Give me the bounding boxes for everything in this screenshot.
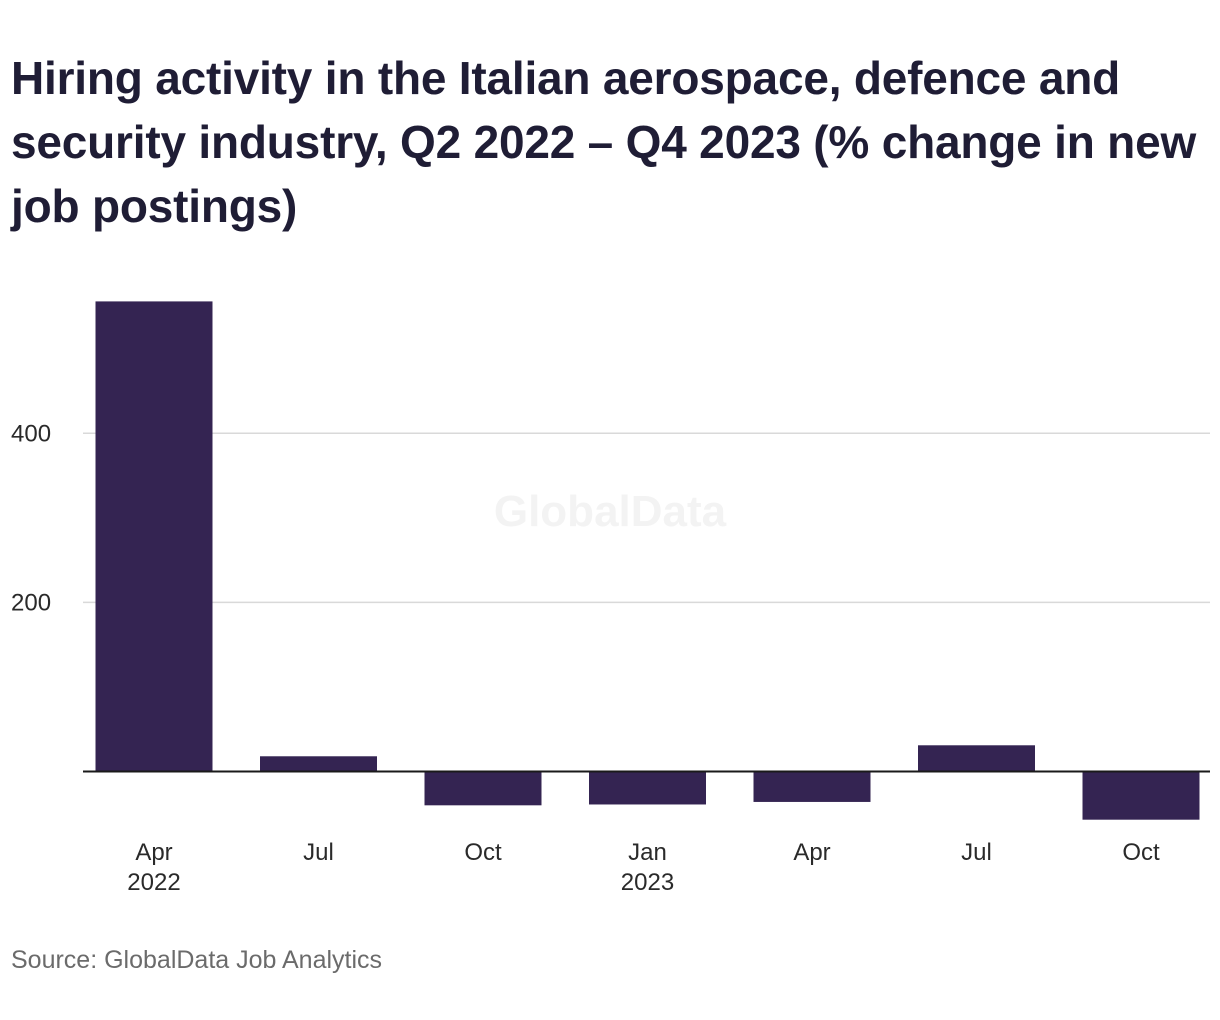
y-tick-label: 200 bbox=[11, 589, 51, 616]
y-axis: 200 400 bbox=[11, 420, 51, 616]
bar bbox=[753, 771, 871, 802]
y-tick-label: 400 bbox=[11, 420, 51, 447]
bar bbox=[589, 771, 706, 805]
x-tick-label: 2023 bbox=[621, 869, 674, 896]
bar bbox=[260, 756, 377, 772]
x-axis: Apr 2022 Jul Oct Jan 2023 Apr Jul Oct bbox=[127, 839, 1160, 896]
x-tick-label: Oct bbox=[1122, 839, 1160, 866]
bar bbox=[95, 301, 213, 772]
bars bbox=[95, 301, 1200, 820]
bar bbox=[1082, 771, 1200, 820]
x-tick-label: Apr bbox=[793, 839, 830, 866]
x-tick-label: 2022 bbox=[127, 869, 180, 896]
watermark-logo: GlobalData bbox=[494, 487, 727, 536]
x-tick-label: Apr bbox=[135, 839, 172, 866]
x-tick-label: Oct bbox=[464, 839, 502, 866]
bar bbox=[424, 771, 542, 806]
source-note: Source: GlobalData Job Analytics bbox=[11, 946, 383, 974]
gridlines bbox=[83, 432, 1210, 604]
bar bbox=[918, 745, 1035, 772]
x-tick-label: Jul bbox=[303, 839, 334, 866]
x-tick-label: Jul bbox=[961, 839, 992, 866]
x-tick-label: Jan bbox=[628, 839, 667, 866]
chart-title: Hiring activity in the Italian aerospace… bbox=[11, 52, 1197, 232]
